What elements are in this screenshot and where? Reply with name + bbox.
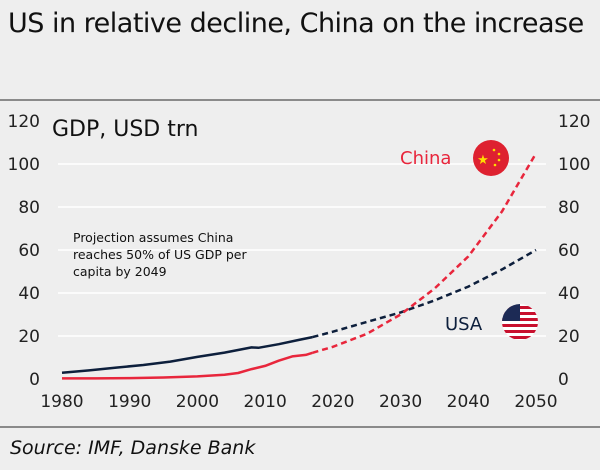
usa-projection-line [312,248,537,339]
top-divider [0,99,600,101]
china-flag-icon: ★ [473,140,509,176]
y-tick-left: 60 [18,241,40,261]
legend-china-label: China [400,148,451,169]
y-tick-right: 80 [558,198,580,218]
usa-flag-icon [502,304,538,340]
svg-text:★: ★ [477,153,489,168]
y-tick-left: 20 [18,327,40,347]
y-tick-right: 100 [558,155,590,175]
bottom-divider [0,426,600,428]
annotation-line-2: reaches 50% of US GDP per [73,247,247,262]
y-tick-right: 120 [558,112,590,132]
china-historical-line [62,351,313,380]
annotation-line-3: capita by 2049 [73,264,167,279]
usa-historical-line [61,335,313,375]
y-tick-right: 20 [558,327,580,347]
x-tick: 2030 [379,392,422,412]
x-tick: 1990 [108,392,151,412]
x-tick: 2040 [447,392,490,412]
y-axis-label: GDP, USD trn [52,117,198,142]
y-tick-left: 80 [18,198,40,218]
x-tick: 2020 [311,392,354,412]
china-projection-line [312,152,538,354]
y-tick-left: 40 [18,284,40,304]
x-tick: 2010 [244,392,287,412]
x-tick: 1980 [40,392,83,412]
source-note: Source: IMF, Danske Bank [10,437,256,459]
x-tick: 2000 [176,392,219,412]
y-tick-left: 120 [8,112,40,132]
legend-usa-label: USA [445,314,483,335]
y-tick-right: 40 [558,284,580,304]
y-tick-right: 0 [558,370,569,390]
y-tick-left: 100 [8,155,40,175]
x-tick: 2050 [514,392,557,412]
chart-title: US in relative decline, China on the inc… [8,8,584,39]
y-tick-right: 60 [558,241,580,261]
y-tick-left: 0 [29,370,40,390]
annotation-line-1: Projection assumes China [73,230,233,245]
